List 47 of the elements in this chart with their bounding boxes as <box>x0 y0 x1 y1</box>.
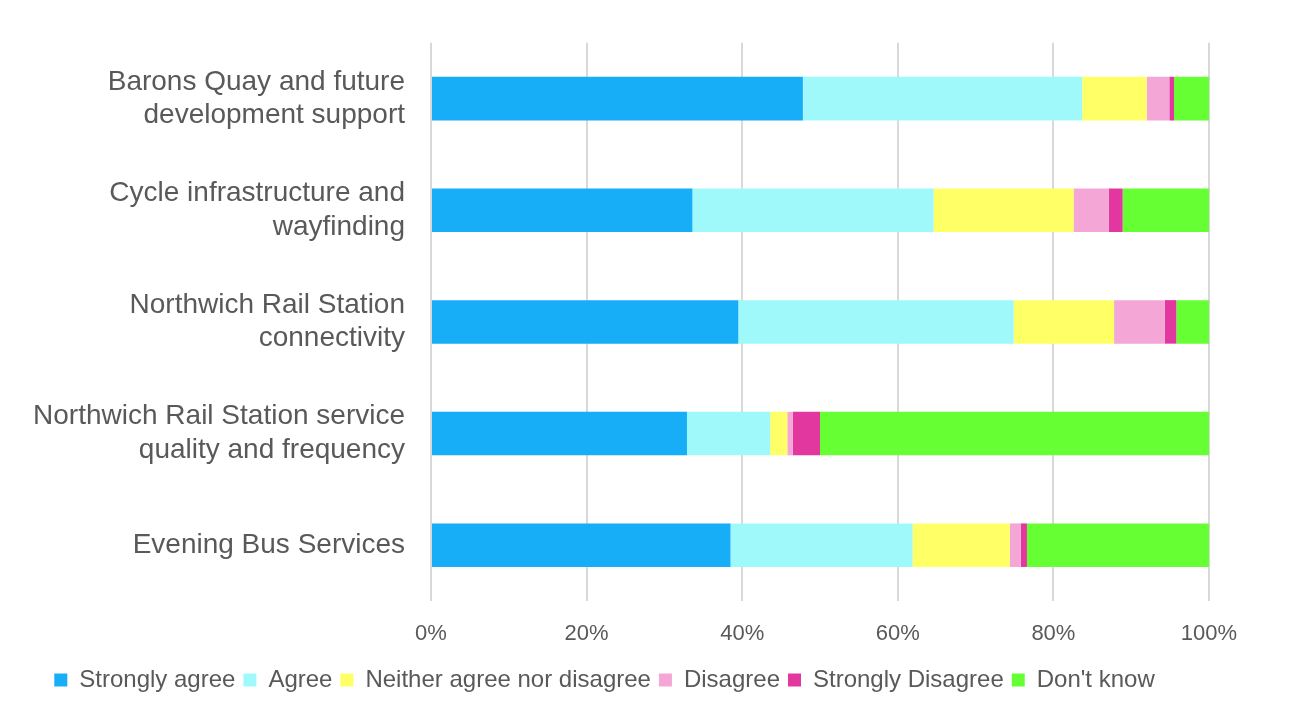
legend-label: Strongly agree <box>79 664 236 692</box>
bar <box>1146 76 1170 121</box>
bar <box>1176 300 1209 344</box>
bar <box>432 300 739 344</box>
bar <box>1026 523 1209 567</box>
legend-label: Neither agree nor disagree <box>365 664 651 692</box>
bar <box>1108 188 1123 233</box>
y-tick-label: Northwich Rail Station connectivity <box>129 287 405 353</box>
bar <box>1164 300 1177 344</box>
bar <box>1020 523 1027 567</box>
legend-label: Agree <box>268 664 333 692</box>
bar <box>432 76 803 121</box>
bar <box>1009 523 1021 567</box>
bar <box>1073 188 1109 233</box>
bar <box>1082 76 1147 121</box>
bar <box>802 76 1083 121</box>
bar <box>1173 76 1209 121</box>
bar <box>820 411 1209 456</box>
bar <box>432 411 687 456</box>
bar <box>1122 188 1209 233</box>
bar <box>770 411 788 456</box>
bar <box>912 523 1010 567</box>
bar <box>1114 300 1165 344</box>
x-tick-label: 20% <box>564 620 609 646</box>
y-tick-label: Northwich Rail Station service quality and frequency <box>33 399 405 465</box>
x-tick-label: 60% <box>875 620 920 646</box>
bar <box>1169 76 1174 121</box>
bar <box>692 188 934 233</box>
legend-label: Disagree <box>683 664 780 692</box>
x-tick-label: 40% <box>720 620 765 646</box>
legend-label: Don't know <box>1036 664 1156 692</box>
bar <box>730 523 913 567</box>
x-tick-label: 100% <box>1180 620 1238 646</box>
x-tick-label: 0% <box>415 620 447 646</box>
x-tick-label: 80% <box>1031 620 1076 646</box>
y-tick-label: Cycle infrastructure and wayfinding <box>109 176 405 241</box>
bar <box>738 300 1014 344</box>
bar <box>1013 300 1115 344</box>
y-tick-label: Barons Quay and future development support <box>107 64 406 130</box>
bar <box>933 188 1074 233</box>
bar <box>432 188 693 233</box>
bar <box>686 411 771 456</box>
bar <box>432 523 731 567</box>
bar <box>787 411 793 456</box>
bar <box>792 411 820 456</box>
legend-label: Strongly Disagree <box>812 664 1004 692</box>
y-tick-label: Evening Bus Services <box>132 527 405 559</box>
